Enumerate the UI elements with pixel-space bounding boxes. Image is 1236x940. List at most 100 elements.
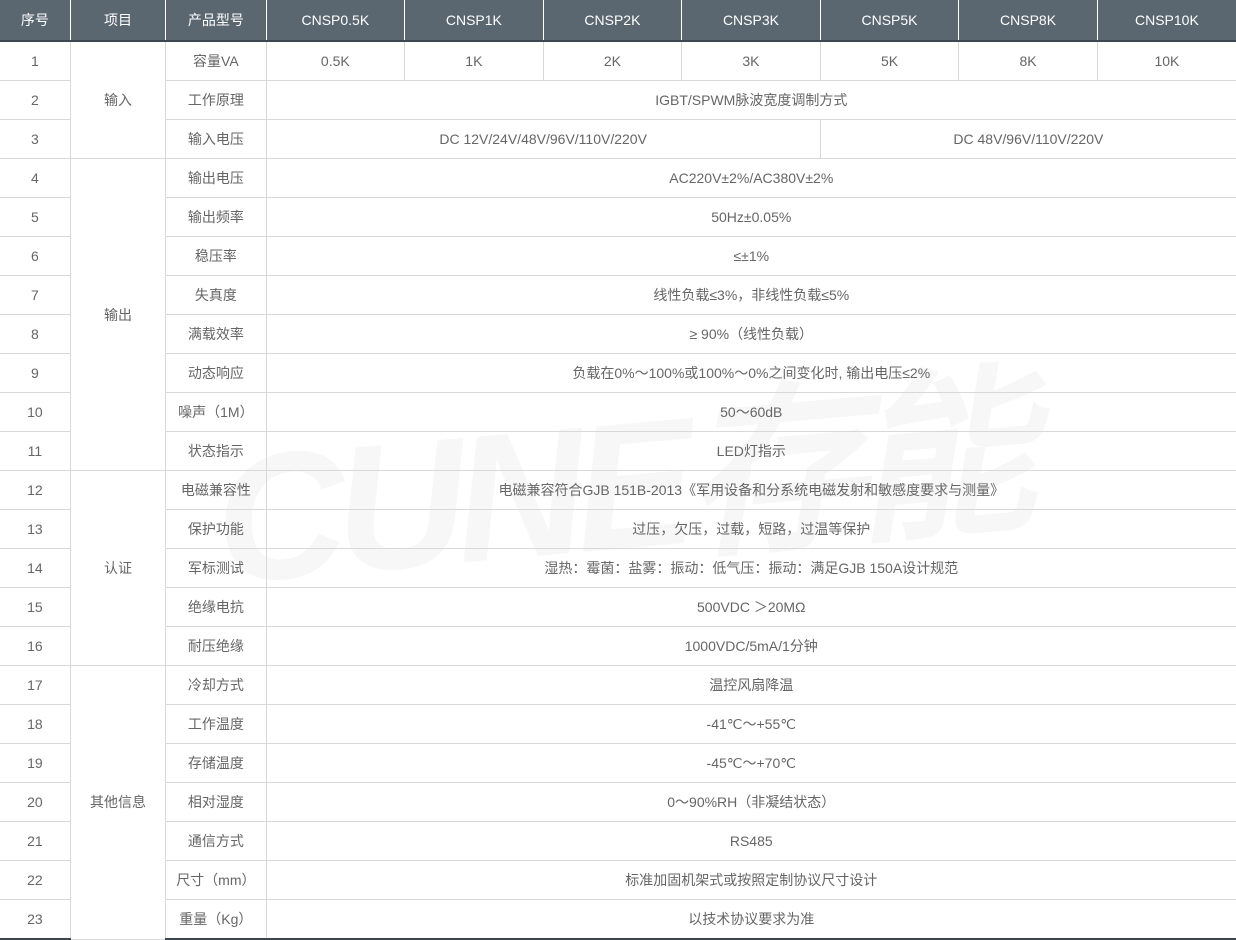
cell-param: 尺寸（mm） [166, 861, 266, 900]
table-row: 12 认证 电磁兼容性 电磁兼容符合GJB 151B-2013《军用设备和分系统… [0, 471, 1236, 510]
cell-value: RS485 [266, 822, 1236, 861]
cell-param: 满载效率 [166, 315, 266, 354]
cell-seq: 11 [0, 432, 70, 471]
table-row: 23 重量（Kg） 以技术协议要求为准 [0, 900, 1236, 940]
table-row: 13 保护功能 过压，欠压，过载，短路，过温等保护 [0, 510, 1236, 549]
table-row: 11 状态指示 LED灯指示 [0, 432, 1236, 471]
header-model-6: CNSP10K [1097, 0, 1236, 41]
cell-param: 输出频率 [166, 198, 266, 237]
cell-seq: 7 [0, 276, 70, 315]
cell-category-other: 其他信息 [70, 666, 165, 940]
cell-value: 0.5K [266, 41, 405, 81]
cell-value: 50～60dB [266, 393, 1236, 432]
cell-value: 500VDC ＞20MΩ [266, 588, 1236, 627]
cell-seq: 10 [0, 393, 70, 432]
table-row: 1 输入 容量VA 0.5K 1K 2K 3K 5K 8K 10K [0, 41, 1236, 81]
cell-param: 工作温度 [166, 705, 266, 744]
cell-value: 线性负载≤3%，非线性负载≤5% [266, 276, 1236, 315]
table-row: 22 尺寸（mm） 标准加固机架式或按照定制协议尺寸设计 [0, 861, 1236, 900]
table-row: 19 存储温度 -45℃～+70℃ [0, 744, 1236, 783]
cell-param: 存储温度 [166, 744, 266, 783]
table-row: 18 工作温度 -41℃～+55℃ [0, 705, 1236, 744]
cell-seq: 1 [0, 41, 70, 81]
table-row: 21 通信方式 RS485 [0, 822, 1236, 861]
cell-value: 10K [1097, 41, 1236, 81]
cell-seq: 20 [0, 783, 70, 822]
cell-value: 负载在0%～100%或100%～0%之间变化时, 输出电压≤2% [266, 354, 1236, 393]
cell-param: 军标测试 [166, 549, 266, 588]
cell-value: 温控风扇降温 [266, 666, 1236, 705]
cell-value: 以技术协议要求为准 [266, 900, 1236, 940]
header-model-5: CNSP8K [959, 0, 1098, 41]
cell-seq: 5 [0, 198, 70, 237]
cell-seq: 16 [0, 627, 70, 666]
table-row: 3 输入电压 DC 12V/24V/48V/96V/110V/220V DC 4… [0, 120, 1236, 159]
cell-value: -41℃～+55℃ [266, 705, 1236, 744]
cell-param: 失真度 [166, 276, 266, 315]
cell-param: 相对湿度 [166, 783, 266, 822]
cell-value: 0～90%RH（非凝结状态） [266, 783, 1236, 822]
cell-value: 50Hz±0.05% [266, 198, 1236, 237]
cell-value: 电磁兼容符合GJB 151B-2013《军用设备和分系统电磁发射和敏感度要求与测… [266, 471, 1236, 510]
cell-param: 动态响应 [166, 354, 266, 393]
cell-value: 1000VDC/5mA/1分钟 [266, 627, 1236, 666]
cell-value: 3K [682, 41, 821, 81]
cell-seq: 14 [0, 549, 70, 588]
cell-value: DC 12V/24V/48V/96V/110V/220V [266, 120, 820, 159]
cell-param: 容量VA [166, 41, 266, 81]
cell-value: 标准加固机架式或按照定制协议尺寸设计 [266, 861, 1236, 900]
table-row: 20 相对湿度 0～90%RH（非凝结状态） [0, 783, 1236, 822]
cell-seq: 12 [0, 471, 70, 510]
cell-category-cert: 认证 [70, 471, 165, 666]
cell-param: 稳压率 [166, 237, 266, 276]
cell-value: -45℃～+70℃ [266, 744, 1236, 783]
cell-value: 8K [959, 41, 1098, 81]
header-model-1: CNSP1K [405, 0, 544, 41]
cell-param: 输入电压 [166, 120, 266, 159]
cell-seq: 13 [0, 510, 70, 549]
cell-value: DC 48V/96V/110V/220V [820, 120, 1236, 159]
cell-seq: 22 [0, 861, 70, 900]
cell-value: ≥ 90%（线性负载） [266, 315, 1236, 354]
header-seq: 序号 [0, 0, 70, 41]
cell-param: 冷却方式 [166, 666, 266, 705]
cell-seq: 8 [0, 315, 70, 354]
cell-value: 5K [820, 41, 959, 81]
cell-value: LED灯指示 [266, 432, 1236, 471]
cell-param: 电磁兼容性 [166, 471, 266, 510]
cell-value: 过压，欠压，过载，短路，过温等保护 [266, 510, 1236, 549]
table-row: 15 绝缘电抗 500VDC ＞20MΩ [0, 588, 1236, 627]
cell-value: AC220V±2%/AC380V±2% [266, 159, 1236, 198]
header-model-3: CNSP3K [682, 0, 821, 41]
cell-category-output: 输出 [70, 159, 165, 471]
header-param: 产品型号 [166, 0, 266, 41]
table-row: 5 输出频率 50Hz±0.05% [0, 198, 1236, 237]
cell-seq: 6 [0, 237, 70, 276]
cell-param: 耐压绝缘 [166, 627, 266, 666]
header-model-2: CNSP2K [543, 0, 682, 41]
cell-seq: 3 [0, 120, 70, 159]
table-row: 8 满载效率 ≥ 90%（线性负载） [0, 315, 1236, 354]
table-row: 2 工作原理 IGBT/SPWM脉波宽度调制方式 [0, 81, 1236, 120]
cell-value: IGBT/SPWM脉波宽度调制方式 [266, 81, 1236, 120]
cell-param: 保护功能 [166, 510, 266, 549]
table-row: 14 军标测试 湿热：霉菌：盐雾：振动：低气压：振动：满足GJB 150A设计规… [0, 549, 1236, 588]
cell-seq: 23 [0, 900, 70, 940]
cell-param: 输出电压 [166, 159, 266, 198]
cell-seq: 2 [0, 81, 70, 120]
cell-category-input: 输入 [70, 41, 165, 159]
table-row: 6 稳压率 ≤±1% [0, 237, 1236, 276]
header-category: 项目 [70, 0, 165, 41]
table-row: 10 噪声（1M） 50～60dB [0, 393, 1236, 432]
cell-value: 1K [405, 41, 544, 81]
cell-param: 通信方式 [166, 822, 266, 861]
cell-seq: 4 [0, 159, 70, 198]
cell-seq: 19 [0, 744, 70, 783]
cell-seq: 18 [0, 705, 70, 744]
cell-param: 工作原理 [166, 81, 266, 120]
cell-seq: 9 [0, 354, 70, 393]
table-row: 17 其他信息 冷却方式 温控风扇降温 [0, 666, 1236, 705]
cell-value: 湿热：霉菌：盐雾：振动：低气压：振动：满足GJB 150A设计规范 [266, 549, 1236, 588]
cell-param: 重量（Kg） [166, 900, 266, 940]
header-model-0: CNSP0.5K [266, 0, 405, 41]
